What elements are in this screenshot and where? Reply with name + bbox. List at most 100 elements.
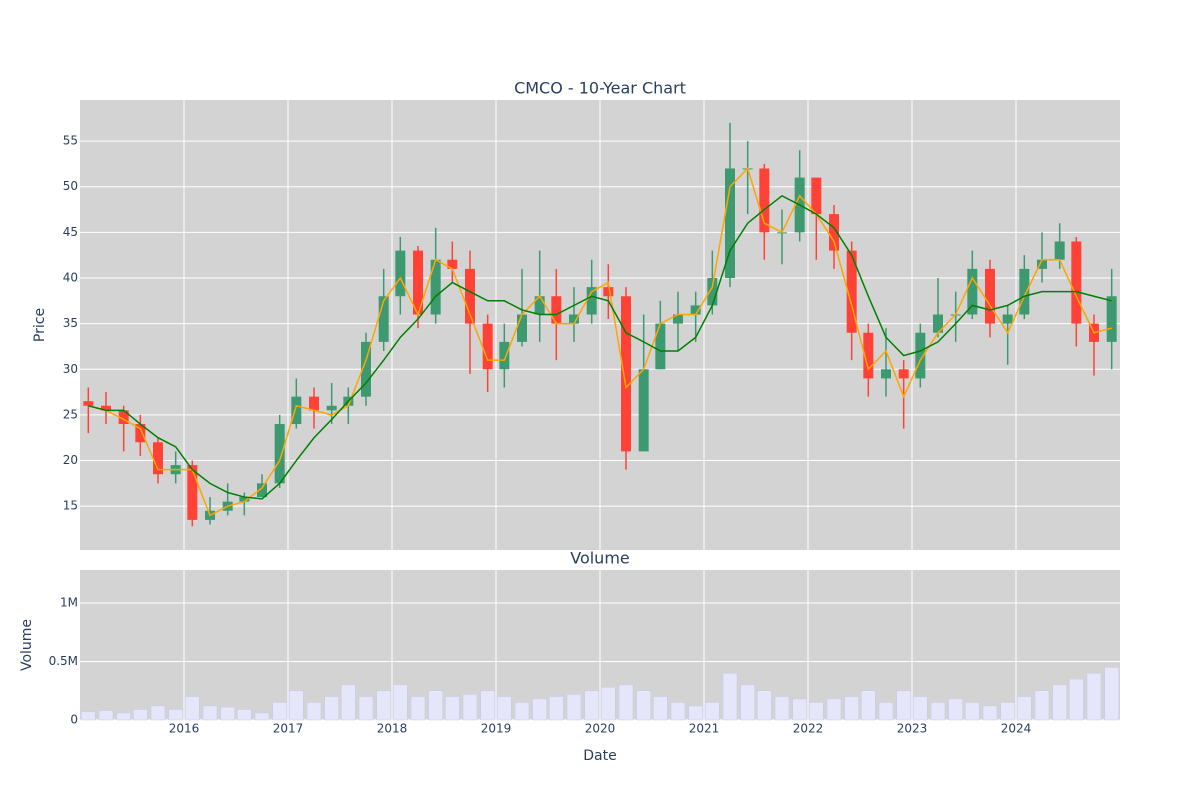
volume-bar (740, 684, 755, 721)
volume-bar (358, 696, 374, 721)
x-tick-label: 2016 (169, 722, 200, 736)
candle-body (187, 465, 198, 520)
volume-bar (237, 709, 252, 721)
candle-body (881, 369, 891, 379)
candle-body (83, 401, 94, 406)
y-tick-label: 0.5M (49, 654, 78, 668)
x-tick-label: 2017 (273, 722, 304, 736)
volume-bar (566, 694, 582, 721)
volume-bar (1069, 678, 1084, 721)
volume-bar (133, 709, 148, 721)
y-tick-label: 15 (63, 499, 78, 513)
volume-bar (1086, 672, 1102, 721)
candle-body (1106, 296, 1117, 342)
volume-bar (930, 702, 946, 721)
volume-bar (844, 696, 859, 721)
volume-bar (480, 690, 495, 721)
volume-bar (1104, 667, 1119, 721)
chart-title: Volume (570, 549, 630, 568)
volume-bar (410, 696, 426, 721)
candle-body (638, 369, 649, 452)
moving-average-line (88, 194, 1112, 500)
volume-bar (202, 705, 218, 721)
candle-body (690, 305, 701, 315)
candle-body (811, 177, 822, 215)
candle-body (274, 424, 285, 484)
candle-body (239, 497, 250, 502)
volume-bar (1000, 702, 1015, 721)
x-tick-label: 2021 (689, 722, 720, 736)
candle-body (967, 268, 978, 315)
volume-bar (1017, 696, 1032, 721)
candle-body (465, 268, 475, 324)
volume-bar (81, 711, 96, 721)
volume-bar (254, 712, 270, 721)
candle-body (707, 277, 718, 306)
candle-body (829, 214, 839, 251)
volume-bar (445, 696, 460, 721)
candle-body (1002, 314, 1013, 324)
volume-bar (341, 684, 356, 721)
y-tick-label: 25 (63, 407, 78, 421)
volume-bar (913, 696, 928, 721)
candle-body (621, 296, 631, 452)
volume-bar (688, 705, 703, 721)
volume-bar (948, 698, 963, 721)
y-tick-label: 20 (63, 453, 78, 467)
volume-bar (670, 702, 686, 721)
volume-bar (220, 706, 235, 721)
candle-body (291, 396, 302, 425)
candle-body (1037, 259, 1047, 269)
x-tick-label: 2018 (377, 722, 408, 736)
candle-body (430, 259, 441, 315)
candle-body (1019, 268, 1030, 315)
volume-bar (289, 690, 304, 721)
candle-body (482, 323, 493, 370)
candle-body (153, 442, 163, 475)
y-tick-label: 55 (63, 134, 78, 148)
x-tick-label: 2024 (1001, 722, 1032, 736)
candle-body (759, 168, 770, 233)
volume-bar (878, 702, 894, 721)
candle-body (898, 369, 909, 379)
volume-bar (722, 672, 738, 721)
y-axis-title: Price (32, 308, 48, 342)
candle-body (118, 410, 129, 425)
volume-bar (393, 684, 408, 721)
volume-bar (982, 705, 998, 721)
candle-body (603, 287, 614, 297)
volume-bar (774, 696, 790, 721)
candle-body (326, 405, 337, 411)
candle-body (499, 341, 510, 370)
volume-bar (462, 694, 478, 721)
volume-bar (653, 696, 668, 721)
volume-bar (792, 698, 807, 721)
volume-bar (306, 702, 322, 721)
candle-body (395, 250, 406, 297)
candle-body (915, 332, 926, 379)
volume-bar (168, 709, 183, 721)
volume-bar (185, 696, 200, 721)
volume-bar (636, 690, 651, 721)
x-tick-label: 2020 (585, 722, 616, 736)
volume-bar (861, 690, 876, 721)
y-tick-label: 50 (63, 179, 78, 193)
volume-bar (272, 702, 287, 721)
candle-body (309, 396, 319, 411)
y-axis-title: Volume (19, 619, 35, 671)
candle-body (846, 250, 857, 333)
y-tick-label: 0 (70, 713, 78, 727)
volume-bar (324, 696, 339, 721)
candle-body (378, 296, 389, 342)
candle-body (361, 341, 371, 397)
candle-body (135, 424, 146, 443)
candle-body (551, 296, 562, 324)
x-tick-label: 2022 (793, 722, 824, 736)
volume-bar (497, 696, 512, 721)
chart-title: CMCO - 10-Year Chart (514, 79, 686, 98)
volume-bar (965, 702, 980, 721)
candle-body (257, 483, 267, 498)
candle-body (534, 296, 545, 315)
volume-bar (549, 696, 564, 721)
